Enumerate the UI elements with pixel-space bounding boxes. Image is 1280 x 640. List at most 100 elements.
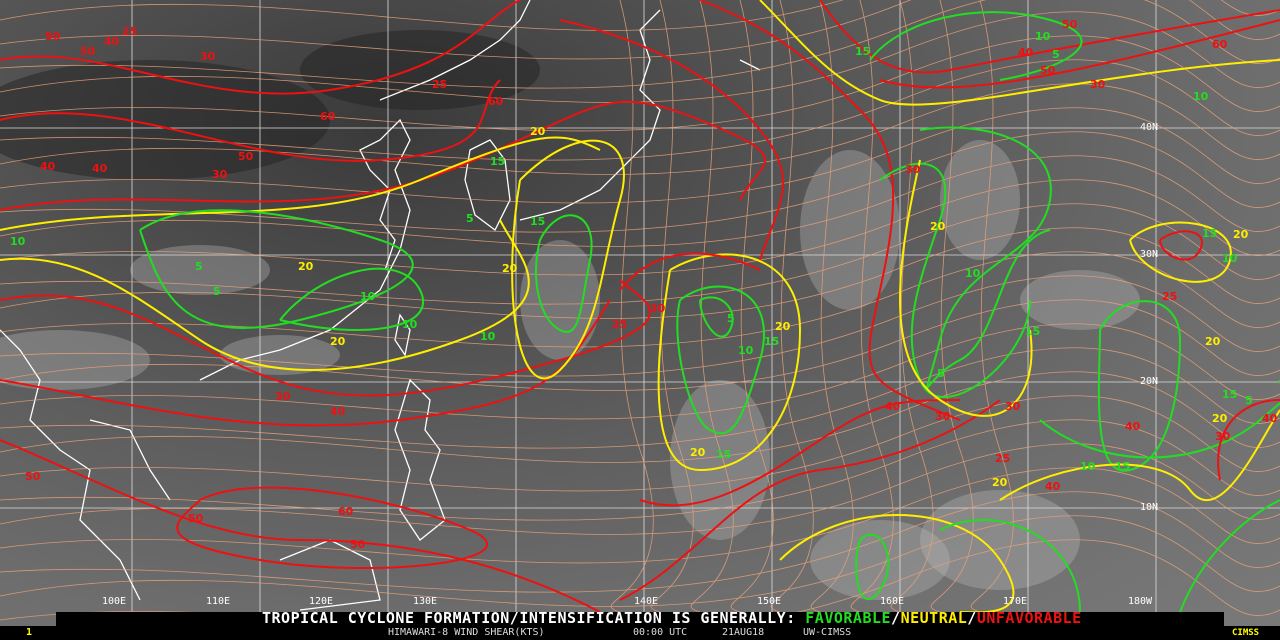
- contour-label-favorable: 10: [1193, 90, 1209, 103]
- contour-label-unfavorable: 50: [80, 45, 96, 58]
- contour-label-unfavorable: 25: [432, 78, 447, 91]
- longitude-label: 110E: [206, 596, 231, 607]
- contour-label-unfavorable: 50: [45, 30, 61, 43]
- contour-label-neutral: 20: [930, 220, 946, 233]
- contour-favorable: [879, 162, 1031, 399]
- contour-label-favorable: 5: [466, 212, 474, 225]
- longitude-label: 100E: [102, 596, 127, 607]
- cloud-area: [920, 490, 1080, 590]
- date-label: 21AUG18: [722, 627, 765, 638]
- contour-label-unfavorable: 30: [905, 163, 921, 176]
- streamline: [810, 0, 854, 613]
- dry-area: [300, 30, 540, 110]
- latitude-label: 10N: [1140, 502, 1159, 513]
- contour-unfavorable: [0, 0, 521, 95]
- contour-favorable: [855, 533, 890, 601]
- contour-favorable: [1097, 300, 1182, 472]
- contour-label-favorable: 10: [1222, 252, 1238, 265]
- shear-contours: [0, 0, 1280, 614]
- contour-label-neutral: 20: [298, 260, 314, 273]
- contour-label-neutral: 20: [530, 125, 546, 138]
- contour-label-neutral: 20: [502, 262, 518, 275]
- contour-label-favorable: 10: [1035, 30, 1051, 43]
- contour-neutral: [779, 514, 1015, 614]
- contour-label-unfavorable: 25: [122, 25, 137, 38]
- contour-label-favorable: 15: [530, 215, 545, 228]
- contour-label-favorable: 15: [1115, 460, 1130, 473]
- contour-label-favorable: 10: [360, 290, 376, 303]
- streamline: [0, 299, 1280, 391]
- contour-label-favorable: 15: [1202, 227, 1217, 240]
- streamline: [610, 0, 654, 613]
- streamline: [0, 155, 1280, 247]
- contour-unfavorable: [639, 399, 961, 507]
- contour-label-neutral: 20: [330, 335, 346, 348]
- contour-label-neutral: 20: [992, 476, 1008, 489]
- streamline: [0, 491, 1280, 593]
- footer-bar-right: [1224, 626, 1280, 640]
- legend-separator: /: [967, 609, 977, 627]
- contour-label-unfavorable: 40: [40, 160, 56, 173]
- streamline: [0, 395, 1280, 492]
- contour-label-favorable: 5: [727, 312, 735, 325]
- cloud-area: [810, 520, 950, 600]
- contour-label-unfavorable: 30: [1215, 430, 1231, 443]
- contour-unfavorable: [619, 399, 1001, 601]
- contour-neutral: [0, 219, 530, 371]
- contour-label-favorable: 10: [1080, 460, 1096, 473]
- contour-neutral: [511, 139, 625, 380]
- contour-neutral: [1129, 221, 1232, 283]
- contour-favorable: [699, 296, 734, 338]
- streamline: [890, 0, 934, 613]
- contour-neutral: [657, 253, 802, 472]
- cloud-area: [0, 330, 150, 390]
- coastline-korea: [464, 139, 511, 231]
- contour-neutral: [999, 409, 1280, 501]
- contour-label-favorable: 10: [480, 330, 496, 343]
- title-prefix: TROPICAL CYCLONE FORMATION/INTENSIFICATI…: [262, 609, 796, 627]
- cloud-area: [220, 335, 340, 375]
- contour-label-unfavorable: 25: [1162, 290, 1177, 303]
- contour-label-favorable: 5: [937, 367, 945, 380]
- contour-label-unfavorable: 25: [612, 318, 627, 331]
- streamline: [0, 179, 1280, 276]
- contour-label-unfavorable: 50: [238, 150, 254, 163]
- contour-label-unfavorable: 50: [188, 512, 204, 525]
- streamline: [0, 419, 1280, 521]
- frame-number: 1: [26, 627, 33, 638]
- contour-unfavorable: [176, 486, 489, 570]
- contour-unfavorable: [1217, 399, 1280, 481]
- contour-label-unfavorable: 40: [104, 35, 120, 48]
- map-title: TROPICAL CYCLONE FORMATION/INTENSIFICATI…: [262, 611, 1082, 626]
- legend-separator: /: [891, 609, 901, 627]
- longitude-label: 120E: [309, 596, 334, 607]
- contour-favorable: [1179, 499, 1280, 613]
- contour-label-unfavorable: 30: [212, 168, 228, 181]
- source-label: UW-CIMSS: [803, 627, 852, 638]
- contour-label-neutral: 20: [690, 446, 706, 459]
- coastline-japan: [519, 9, 761, 221]
- contour-label-unfavorable: 60: [338, 505, 354, 518]
- time-label: 00:00 UTC: [633, 627, 688, 638]
- contour-neutral: [899, 159, 1033, 417]
- contour-label-unfavorable: 60: [1212, 38, 1228, 51]
- contour-label-favorable: 15: [855, 45, 870, 58]
- contour-neutral: [0, 136, 601, 231]
- contour-label-unfavorable: 30: [275, 390, 291, 403]
- latitude-label: 20N: [1140, 376, 1159, 387]
- cimss-logo: CIMSS: [1232, 628, 1260, 638]
- streamline: [0, 371, 1280, 463]
- contour-label-unfavorable: 30: [650, 302, 666, 315]
- contour-label-favorable: 15: [490, 155, 505, 168]
- coastline-asia: [0, 0, 531, 601]
- cloud-area: [940, 140, 1020, 260]
- contour-label-unfavorable: 60: [320, 110, 336, 123]
- streamline: [0, 0, 1280, 31]
- streamline: [0, 107, 1280, 204]
- contour-label-neutral: 20: [1233, 228, 1249, 241]
- contour-favorable: [279, 267, 424, 331]
- streamline: [0, 83, 1280, 175]
